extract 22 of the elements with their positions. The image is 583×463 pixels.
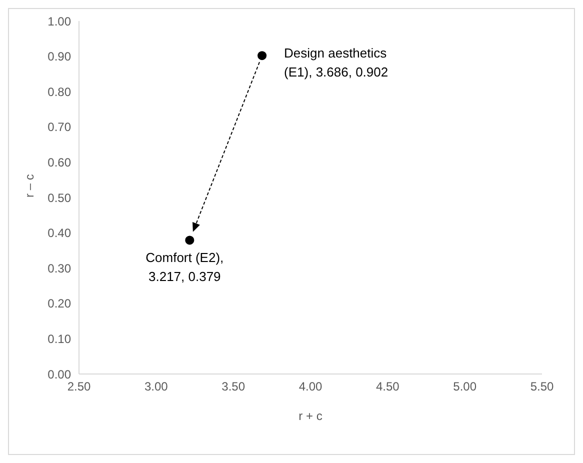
- x-tick-label: 4.00: [298, 380, 322, 394]
- x-tick-label: 2.50: [67, 380, 91, 394]
- x-tick-label: 3.50: [222, 380, 246, 394]
- annotation: Comfort (E2), 3.217, 0.379: [146, 250, 224, 284]
- x-tick-label: 4.50: [376, 380, 400, 394]
- y-tick-label: 0.90: [48, 50, 72, 64]
- y-tick-label: 0.60: [48, 155, 72, 170]
- x-axis-title: r + c: [298, 409, 322, 423]
- x-tick-label: 5.50: [530, 380, 554, 394]
- annotation: Design aesthetics (E1), 3.686, 0.902: [284, 46, 388, 80]
- y-tick-label: 0.00: [48, 367, 72, 382]
- y-tick-label: 0.70: [48, 120, 72, 134]
- y-tick-label: 1.00: [48, 14, 72, 28]
- y-axis-title: r – c: [22, 174, 36, 198]
- y-tick-label: 0.10: [48, 332, 72, 346]
- y-tick-label: 0.40: [48, 226, 72, 240]
- y-tick-label: 0.30: [48, 261, 72, 276]
- y-tick-label: 0.20: [48, 296, 72, 311]
- y-tick-label: 0.80: [48, 84, 72, 99]
- y-tick-label: 0.50: [48, 190, 72, 205]
- x-tick-label: 3.00: [144, 380, 168, 394]
- x-tick-label: 5.00: [453, 380, 477, 394]
